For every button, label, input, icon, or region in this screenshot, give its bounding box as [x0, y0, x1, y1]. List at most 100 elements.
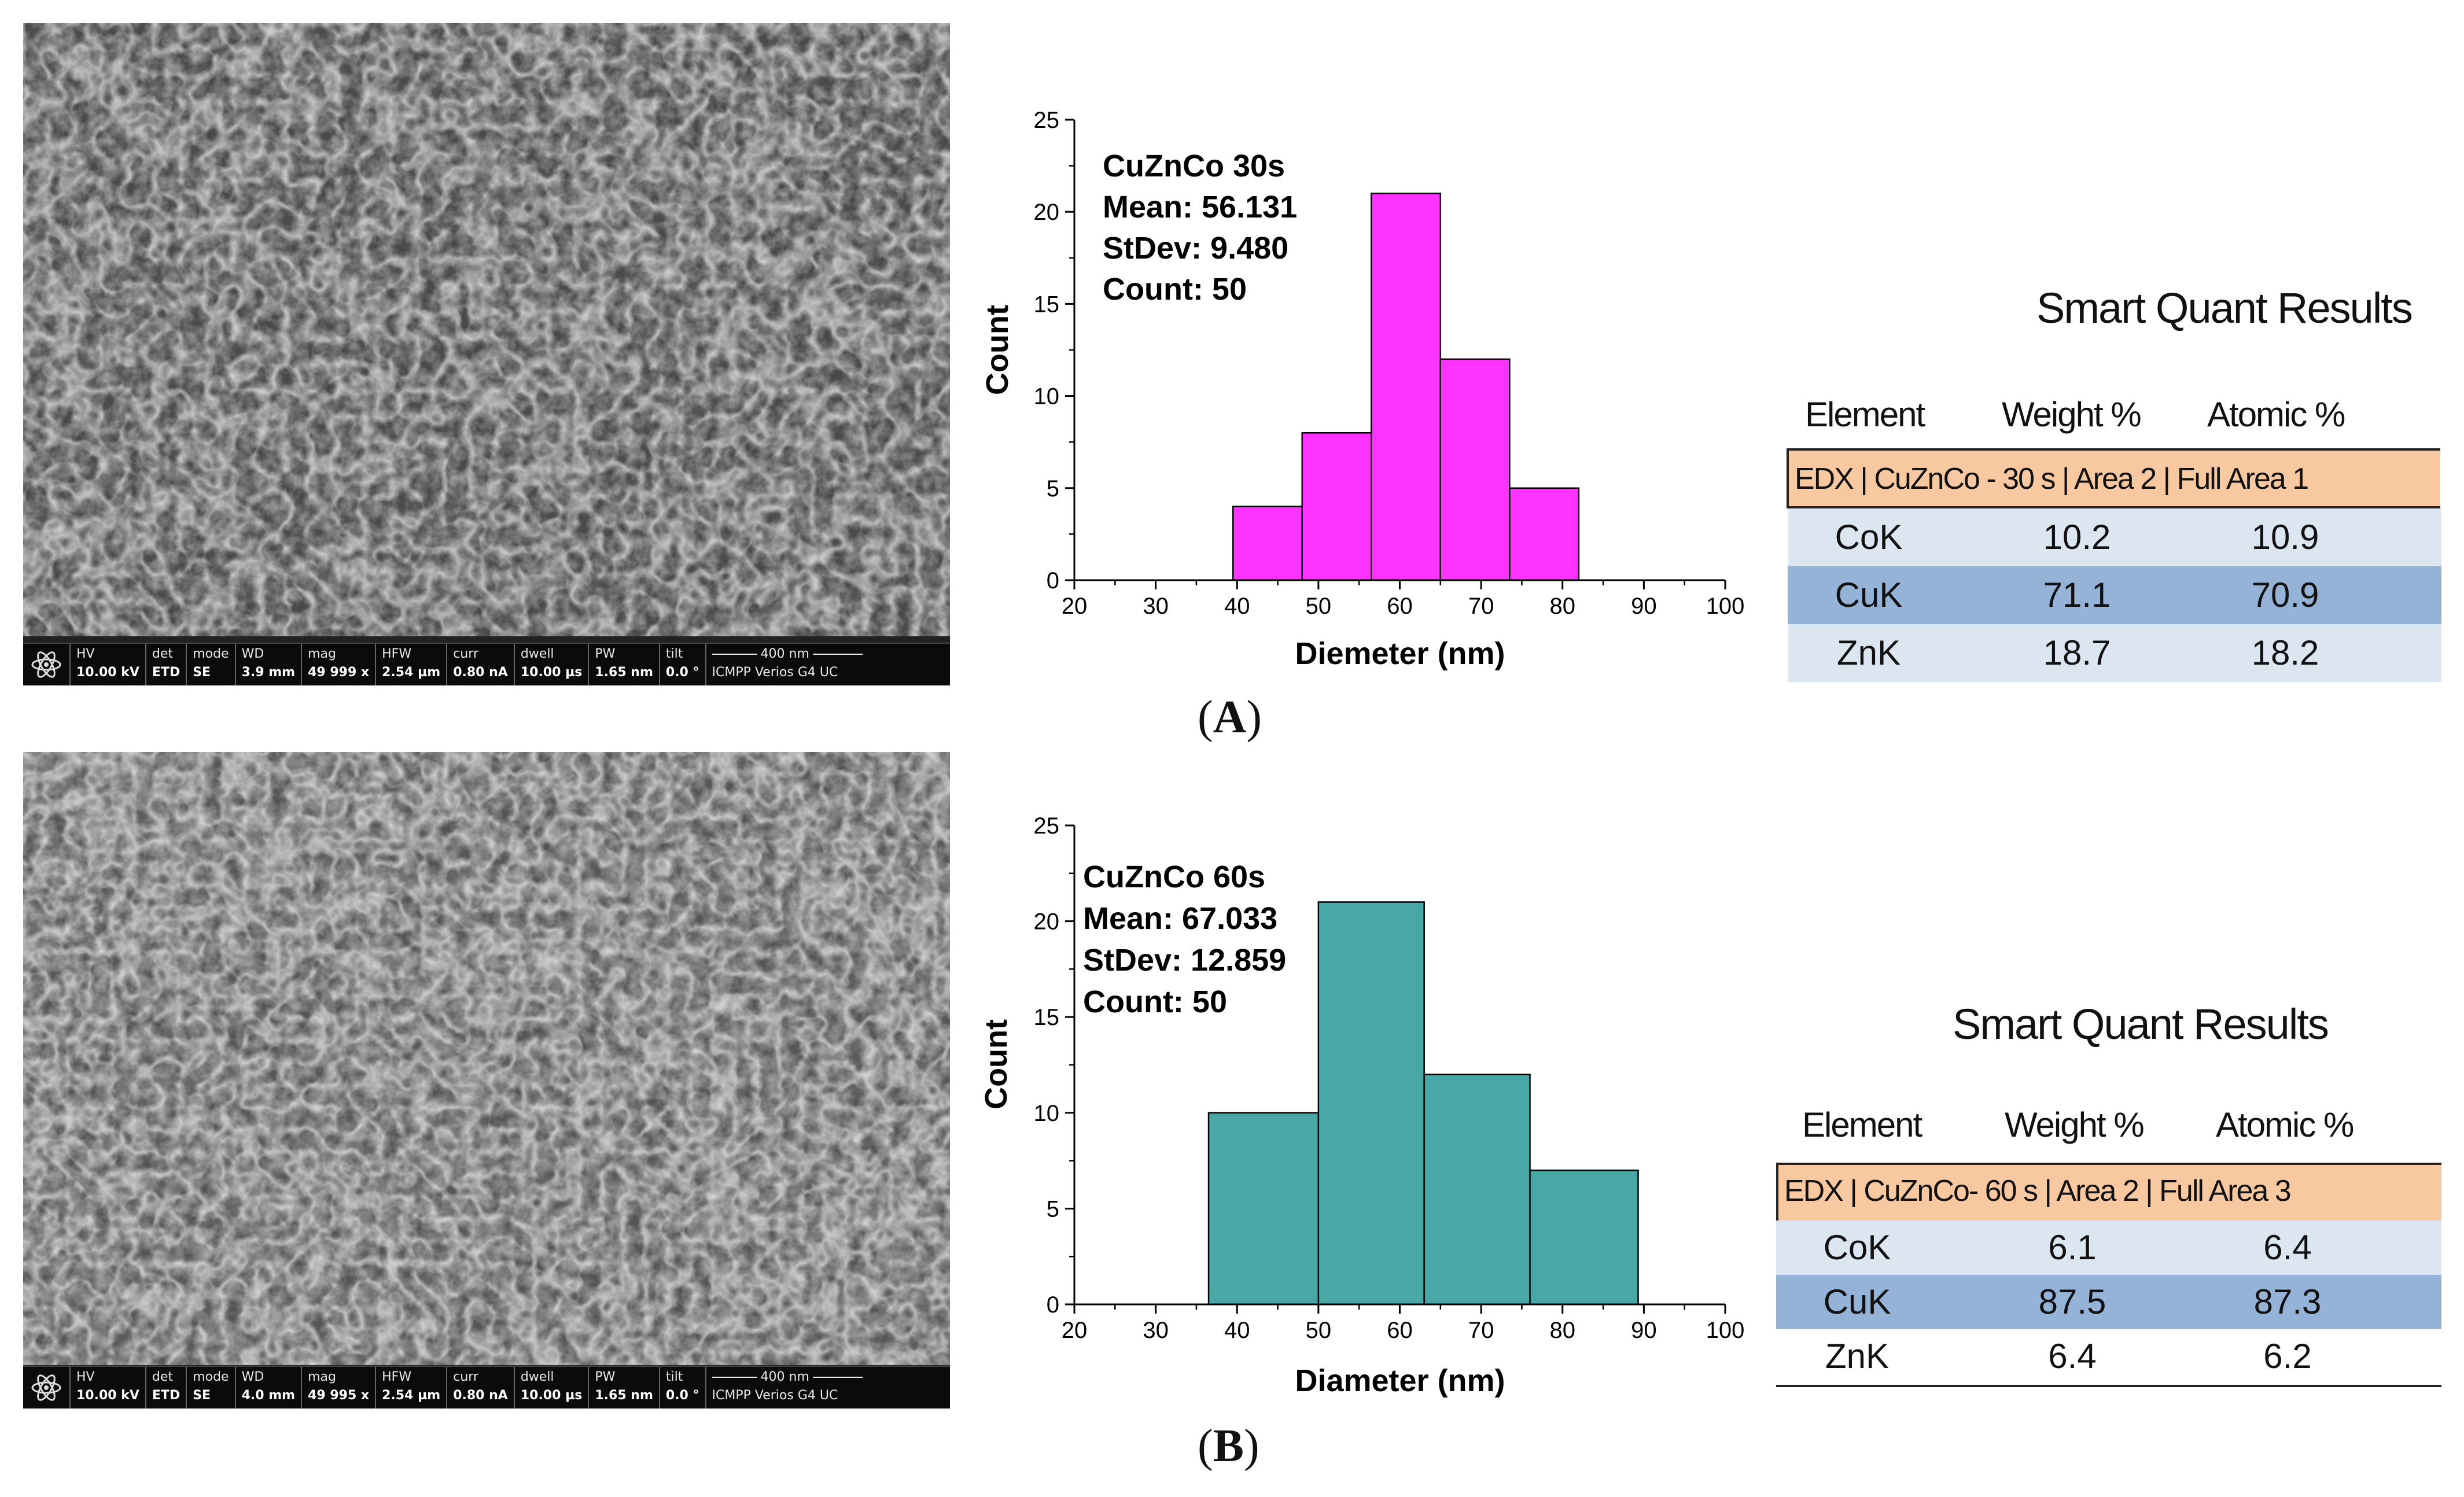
- header-atomic: Atomic %: [2207, 395, 2345, 434]
- cell-atomic: 18.2: [2251, 633, 2319, 672]
- x-tick-label: 80: [1550, 593, 1576, 619]
- header-element: Element: [1802, 1105, 1922, 1144]
- x-tick-label: 90: [1631, 1318, 1657, 1343]
- y-tick-label: 20: [1034, 200, 1060, 225]
- cell-atomic: 87.3: [2253, 1282, 2322, 1321]
- x-tick-label: 40: [1224, 593, 1250, 619]
- y-tick-label: 10: [1034, 1101, 1060, 1126]
- histogram-bar: [1207, 1112, 1320, 1306]
- header-element: Element: [1805, 395, 1925, 434]
- stat-mean: Mean: 56.131: [1103, 190, 1297, 224]
- databar-tilt: tilt 0.0 °: [660, 1367, 706, 1408]
- y-tick-label: 0: [1047, 568, 1059, 593]
- y-axis-label: Count: [979, 1019, 1014, 1109]
- y-tick-label: 25: [1034, 108, 1060, 133]
- histogram-svg: 20 30 40 50 60 70 80 90 100 0 5 10 15 20 25 Count Dia…: [979, 813, 1744, 1398]
- cell-element: CuK: [1835, 576, 1903, 614]
- databar-mode: mode SE: [187, 1367, 236, 1408]
- edx-table-b: Smart Quant Results Element Weight % Ato…: [1770, 989, 2441, 1406]
- edx-table-a: Smart Quant Results Element Weight % Ato…: [1782, 272, 2441, 688]
- x-tick-label: 50: [1306, 1318, 1332, 1343]
- scale-bar: 400 nm ICMPP Verios G4 UC: [706, 644, 950, 685]
- instrument-label: ICMPP Verios G4 UC: [712, 665, 838, 680]
- x-tick-label: 20: [1062, 1318, 1088, 1343]
- databar-hv: HV 10.00 kV: [71, 1367, 146, 1408]
- header-weight: Weight %: [2002, 395, 2142, 434]
- histogram-bar: [1301, 432, 1372, 581]
- databar-curr: curr 0.80 nA: [447, 644, 515, 685]
- cell-weight: 18.7: [2043, 633, 2111, 672]
- databar-det: det ETD: [146, 644, 187, 685]
- y-tick-label: 0: [1047, 1292, 1059, 1318]
- databar-det: det ETD: [146, 1367, 187, 1408]
- sem-databar: HV 10.00 kV det ETD mode SE WD 3.9 mm mag 49 …: [23, 643, 950, 685]
- stat-stdev: StDev: 9.480: [1103, 231, 1288, 266]
- cell-element: CuK: [1823, 1282, 1891, 1321]
- y-tick-label: 15: [1034, 1005, 1060, 1030]
- table-bottom-rule: [1776, 1385, 2441, 1387]
- databar-curr: curr 0.80 nA: [447, 1367, 515, 1408]
- databar-hfw: HFW 2.54 µm: [376, 1367, 448, 1408]
- histogram-bar: [1423, 1074, 1531, 1306]
- databar-dwell: dwell 10.00 µs: [515, 644, 590, 685]
- cell-element: CoK: [1823, 1228, 1891, 1267]
- databar-mode: mode SE: [187, 644, 236, 685]
- y-tick-label: 25: [1034, 813, 1060, 839]
- cell-weight: 6.4: [2048, 1337, 2097, 1376]
- caption-a: (A): [1198, 692, 1262, 743]
- databar-hfw: HFW 2.54 µm: [376, 644, 448, 685]
- sem-image: HV 10.00 kV det ETD mode SE WD 4.0 mm mag 49 …: [23, 752, 950, 1408]
- databar-mag: mag 49 999 x: [302, 644, 377, 685]
- y-tick-label: 5: [1047, 1196, 1059, 1222]
- sem-image: HV 10.00 kV det ETD mode SE WD 3.9 mm mag 49 …: [23, 23, 950, 685]
- histogram-chart-b: 20 30 40 50 60 70 80 90 100 0 5 10 15 20 25 Count Dia…: [960, 810, 1770, 1411]
- x-axis-label: Diemeter (nm): [1295, 636, 1505, 671]
- edx-label: EDX | CuZnCo - 30 s | Area 2 | Full Area…: [1787, 448, 2440, 508]
- cell-element: CoK: [1835, 518, 1903, 556]
- y-tick-label: 5: [1047, 476, 1059, 502]
- stat-stdev: StDev: 12.859: [1083, 943, 1286, 978]
- table-row: CoK 6.1 6.4: [1776, 1221, 2441, 1275]
- databar-tilt: tilt 0.0 °: [660, 644, 706, 685]
- x-tick-label: 70: [1468, 593, 1494, 619]
- x-tick-label: 40: [1224, 1318, 1250, 1343]
- y-tick-label: 15: [1034, 292, 1060, 317]
- x-tick-label: 80: [1550, 1318, 1576, 1343]
- table-row: CuK 87.5 87.3: [1776, 1275, 2441, 1329]
- instrument-label: ICMPP Verios G4 UC: [712, 1388, 838, 1403]
- cell-weight: 10.2: [2043, 518, 2111, 556]
- x-tick-label: 70: [1468, 1318, 1494, 1343]
- cell-element: ZnK: [1825, 1337, 1890, 1376]
- edx-label: EDX | CuZnCo- 60 s | Area 2 | Full Area …: [1776, 1163, 2441, 1221]
- stat-mean: Mean: 67.033: [1083, 901, 1277, 936]
- x-tick-label: 90: [1631, 593, 1657, 619]
- histogram-bar: [1317, 901, 1425, 1306]
- cell-weight: 87.5: [2038, 1282, 2106, 1321]
- databar-wd: WD 3.9 mm: [236, 644, 303, 685]
- scale-label: 400 nm: [757, 645, 813, 663]
- x-tick-label: 30: [1143, 1318, 1169, 1343]
- cell-element: ZnK: [1836, 633, 1901, 672]
- sem-databar: HV 10.00 kV det ETD mode SE WD 4.0 mm mag 49 …: [23, 1366, 950, 1408]
- sem-micrograph: [23, 23, 950, 636]
- histogram-bar: [1439, 358, 1511, 581]
- databar-mag: mag 49 995 x: [302, 1367, 377, 1408]
- x-axis-label: Diameter (nm): [1295, 1363, 1505, 1398]
- header-atomic: Atomic %: [2216, 1105, 2354, 1144]
- table-row: ZnK 6.4 6.2: [1776, 1329, 2441, 1384]
- table-row: ZnK 18.7 18.2: [1788, 624, 2441, 682]
- table-title: Smart Quant Results: [1953, 1000, 2329, 1048]
- caption-b: (B): [1198, 1421, 1259, 1472]
- stat-count: Count: 50: [1083, 985, 1227, 1019]
- cell-atomic: 6.2: [2263, 1337, 2312, 1376]
- fei-logo-icon: [23, 1367, 71, 1408]
- cell-atomic: 70.9: [2251, 576, 2319, 614]
- fei-logo-icon: [23, 644, 71, 685]
- y-tick-label: 20: [1034, 909, 1060, 935]
- histogram-bar: [1529, 1169, 1639, 1306]
- cell-weight: 71.1: [2043, 576, 2111, 614]
- databar-hv: HV 10.00 kV: [71, 644, 146, 685]
- stat-title: CuZnCo 30s: [1103, 149, 1285, 183]
- x-tick-label: 30: [1143, 593, 1169, 619]
- stat-title: CuZnCo 60s: [1083, 860, 1265, 894]
